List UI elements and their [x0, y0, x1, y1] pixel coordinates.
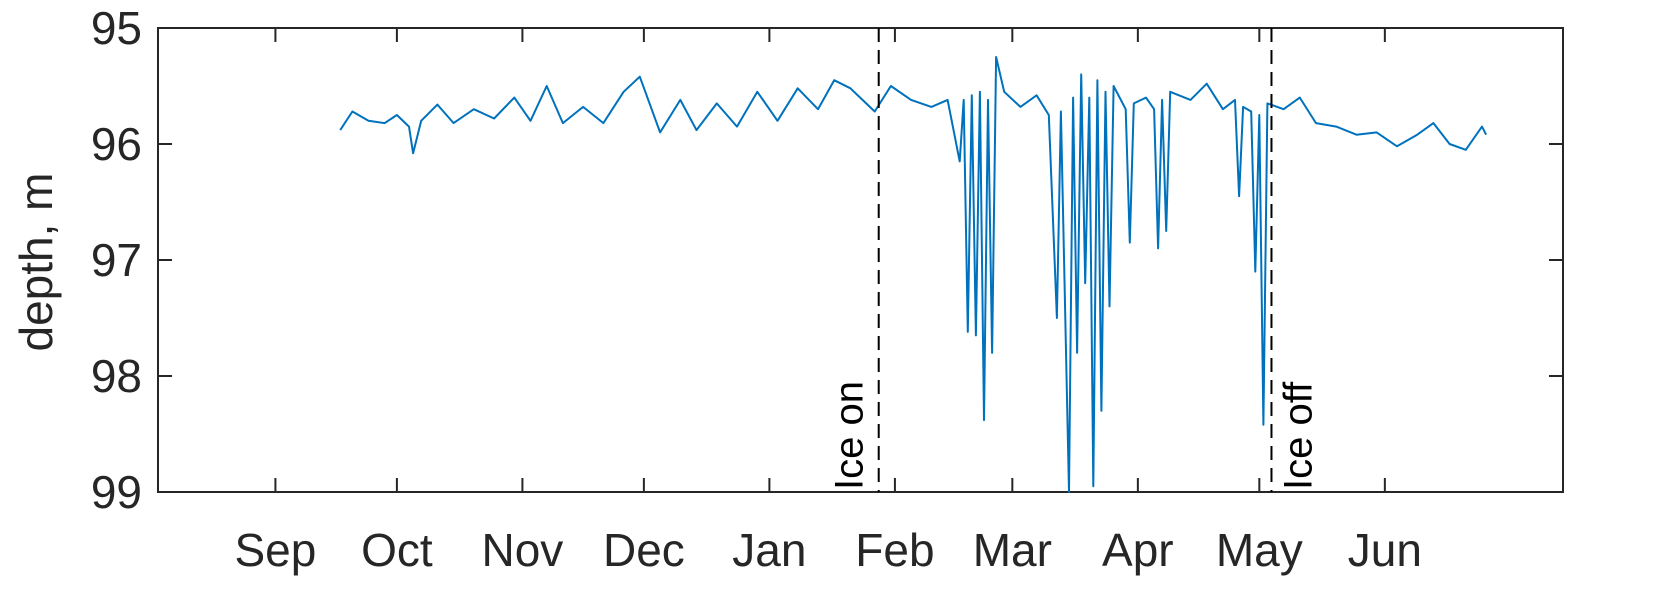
series-layer: [339, 56, 1487, 493]
x-tick-label: Jun: [1348, 524, 1422, 576]
x-tick-label: Nov: [482, 524, 564, 576]
x-tick-label: Feb: [855, 524, 934, 576]
x-tick-label: Mar: [973, 524, 1052, 576]
annotation-label: Ice off: [1277, 381, 1321, 490]
annotations: Ice on Ice off: [828, 28, 1321, 492]
y-tick-label: 95: [91, 2, 142, 54]
x-tick-label: Dec: [603, 524, 685, 576]
y-axis-label: depth, m: [10, 173, 62, 352]
annotation-label: Ice on: [828, 381, 872, 490]
y-tick-label: 97: [91, 234, 142, 286]
depth-series-line: [339, 56, 1487, 493]
x-tick-label: Apr: [1102, 524, 1174, 576]
y-tick-label: 96: [91, 118, 142, 170]
y-tick-label: 98: [91, 350, 142, 402]
y-tick-label: 99: [91, 466, 142, 518]
axes: 95 96 97 98 99 Sep Oct Nov Dec Jan Feb Mar Apr May Jun: [91, 2, 1564, 576]
x-tick-label: May: [1216, 524, 1303, 576]
x-tick-label: Jan: [732, 524, 806, 576]
x-tick-label: Oct: [361, 524, 433, 576]
x-tick-label: Sep: [234, 524, 316, 576]
